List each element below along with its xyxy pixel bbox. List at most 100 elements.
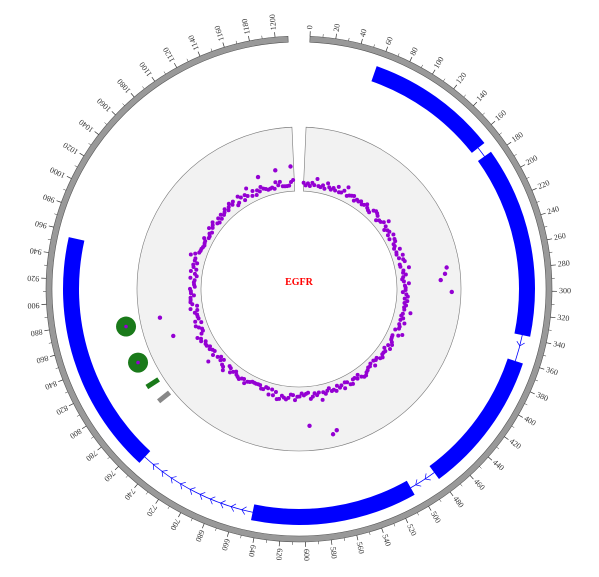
tick-label: 360 [545,365,559,377]
scatter-point [227,202,231,206]
intron-line [145,457,253,512]
tick-label: 280 [557,258,570,268]
scatter-point [266,392,270,396]
scatter-point [278,180,282,184]
scatter-point [228,370,232,374]
scatter-point [216,355,220,359]
scatter-point [259,387,263,391]
tick-mark [429,506,432,510]
scatter-point [393,327,397,331]
scatter-point [387,237,391,241]
scatter-point [312,183,316,187]
tick-label: 120 [454,71,468,86]
scatter-point [365,202,369,206]
scatter-point [228,364,232,368]
minor-tick-mark [512,426,515,428]
scatter-point [250,189,254,193]
scatter-point [189,307,193,311]
scatter-point-outlier [158,316,162,320]
scatter-point [342,189,346,193]
tick-label: 1100 [138,60,154,78]
scatter-point [204,339,208,343]
minor-tick-mark [56,368,59,369]
scatter-point [322,187,326,191]
minor-tick-mark [48,239,51,240]
tick-mark [253,538,254,543]
tick-mark [248,36,249,41]
scatter-point [188,276,192,280]
tick-mark [50,355,55,356]
scatter-point-outlier [288,164,292,168]
scatter-point [308,184,312,188]
tick-label: 440 [491,458,506,473]
tick-mark [80,153,84,156]
scatter-track [137,127,461,451]
tick-label: 760 [102,469,117,484]
scatter-point [367,210,371,214]
tick-mark [491,121,495,124]
tick-label: 780 [84,448,99,463]
tick-label: 700 [168,517,182,532]
scatter-point [343,380,347,384]
minor-tick-mark [499,133,501,135]
tick-label: 160 [493,108,508,123]
minor-tick-mark [535,380,538,381]
scatter-point [386,233,390,237]
scatter-point [199,337,203,341]
scatter-point [392,247,396,251]
tick-mark [518,415,522,417]
scatter-point [398,247,402,251]
tick-mark [550,317,555,318]
minor-tick-mark [241,535,242,538]
tick-label: 900 [27,301,40,311]
tick-mark [98,447,102,450]
tick-label: 740 [123,487,138,502]
tick-label: 940 [29,246,42,257]
scatter-point [390,343,394,347]
tick-mark [546,343,551,344]
tick-label: 60 [384,36,395,47]
tick-label: 960 [34,219,48,231]
scatter-point-outlier [331,432,335,436]
scatter-point [242,381,246,385]
minor-tick-mark [49,343,52,344]
tick-mark [450,492,453,496]
tick-label: 820 [55,403,70,416]
tick-mark [152,77,155,81]
scatter-point [239,196,243,200]
minor-tick-mark [344,538,345,541]
minor-tick-mark [525,404,528,405]
minor-tick-mark [142,86,144,88]
minor-tick-mark [497,447,499,449]
scatter-point [400,333,404,337]
minor-tick-mark [191,518,192,521]
tick-label: 1060 [95,96,113,114]
scatter-point [202,236,206,240]
scatter-point [223,207,227,211]
tick-label: 800 [68,427,83,441]
tick-mark [539,368,544,370]
tick-label: 620 [274,548,284,561]
ideogram-ring [46,36,552,542]
scatter-point [195,336,199,340]
tick-label: 720 [145,503,159,518]
scatter-point [207,226,211,230]
tick-mark [541,213,546,214]
scatter-point [219,355,223,359]
tick-mark [178,513,180,517]
scatter-point [231,200,235,204]
scatter-point [195,308,199,312]
scatter-point [395,253,399,257]
scatter-point [343,386,347,390]
tick-mark [223,42,224,47]
tick-label: 100 [432,55,446,70]
scatter-point [258,189,262,193]
minor-tick-mark [460,484,462,486]
scatter-point [376,214,380,218]
scatter-point [211,353,215,357]
scatter-point [194,324,198,328]
tick-mark [386,47,388,52]
tick-label: 880 [30,327,43,338]
tick-label: 200 [524,153,539,167]
